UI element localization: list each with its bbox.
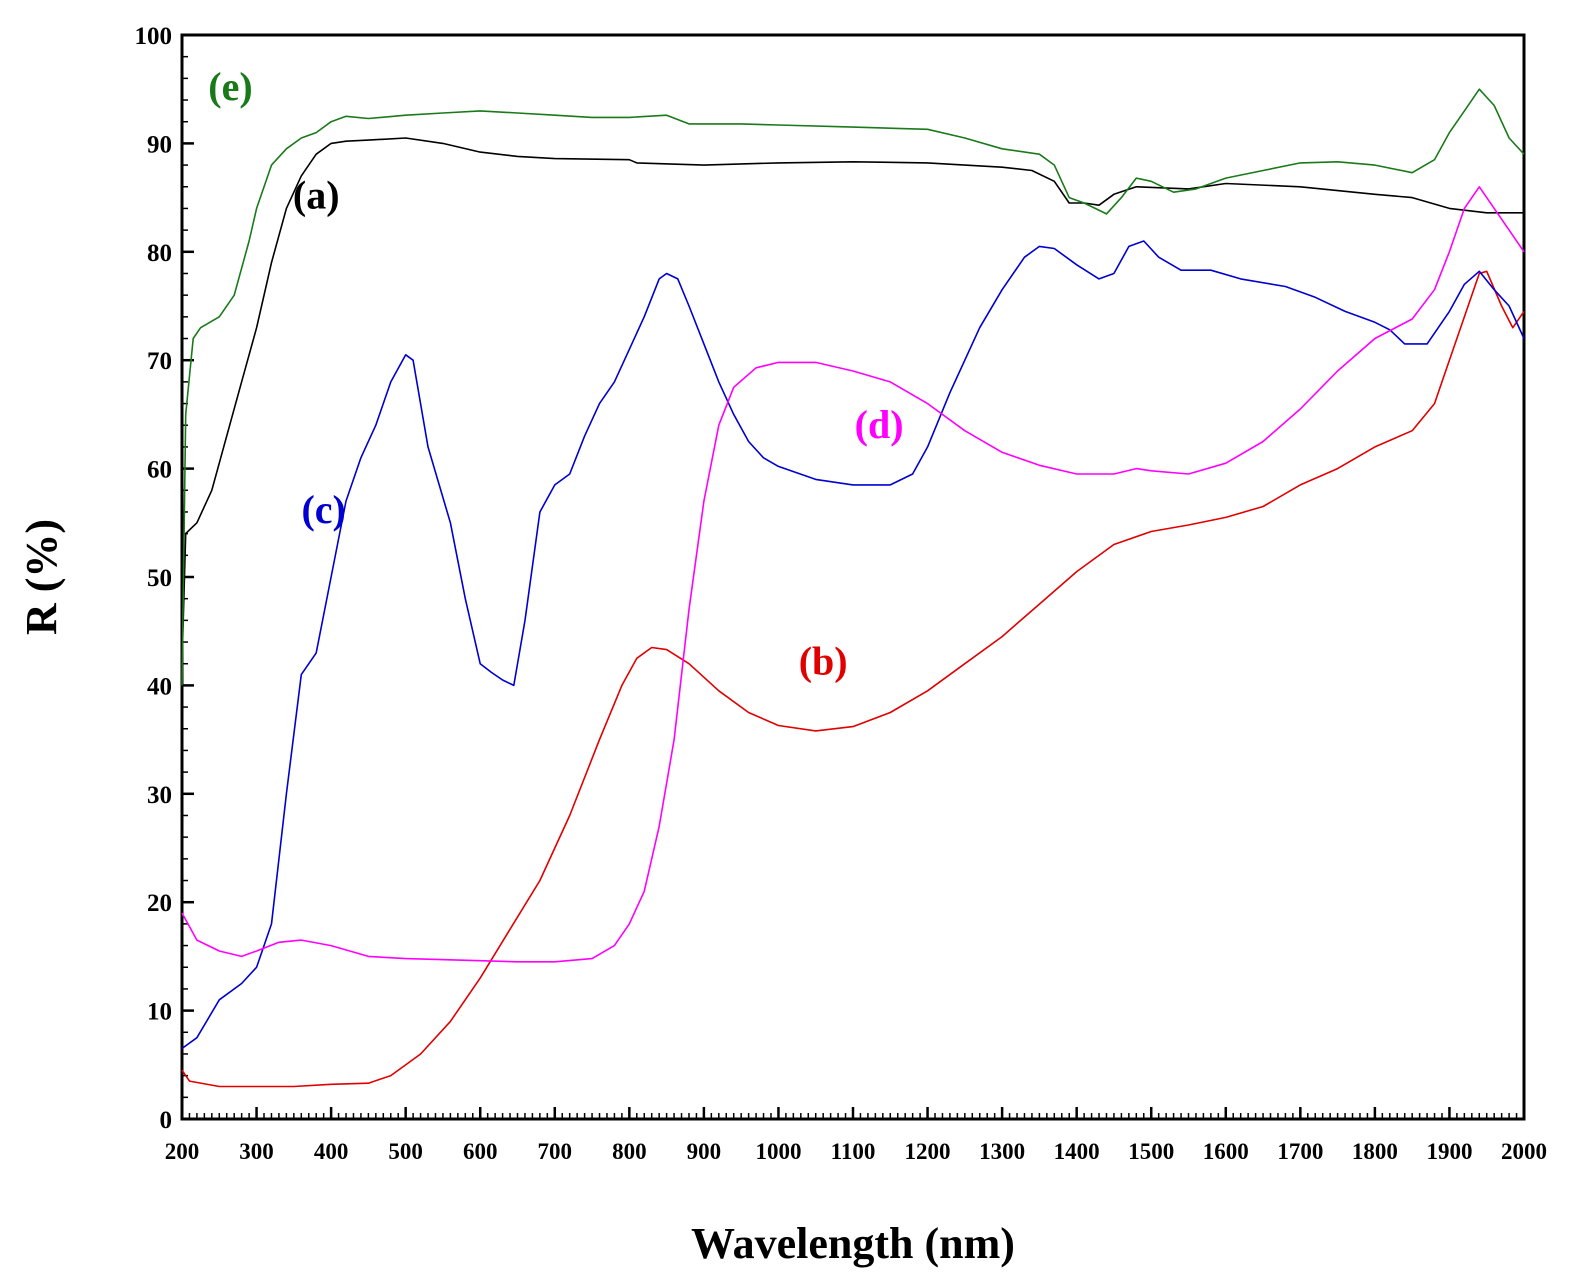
x-tick-label: 1400 <box>1054 1139 1100 1164</box>
y-tick-label: 40 <box>147 673 172 700</box>
y-tick-label: 100 <box>135 23 173 50</box>
series-line-b <box>181 270 1525 1088</box>
series-label-d: (d) <box>855 402 904 447</box>
series-label-e: (e) <box>208 64 252 109</box>
series-label-a: (a) <box>293 172 340 217</box>
x-tick-label: 500 <box>388 1139 423 1164</box>
x-tick-label: 600 <box>463 1139 498 1164</box>
x-tick-label: 700 <box>538 1139 573 1164</box>
x-tick-label: 400 <box>314 1139 349 1164</box>
x-tick-label: 1700 <box>1277 1139 1323 1164</box>
y-tick-label: 50 <box>147 565 172 592</box>
series-line-a <box>181 137 1524 664</box>
x-tick-label: 1000 <box>755 1139 801 1164</box>
x-tick-label: 1300 <box>979 1139 1025 1164</box>
y-tick-label: 10 <box>147 999 172 1026</box>
y-axis-ticks: 0 10 20 30 40 50 60 70 80 90 100 <box>135 23 194 1134</box>
x-tick-label: 1500 <box>1128 1139 1174 1164</box>
y-tick-label: 80 <box>147 240 172 267</box>
x-axis-ticks: 200 300 400 500 600 700 800 900 1000 1100 1200 1300… <box>165 1107 1547 1164</box>
x-tick-label: 1100 <box>831 1139 876 1164</box>
series-lines <box>181 88 1525 1088</box>
y-tick-label: 70 <box>147 348 172 375</box>
x-tick-label: 1800 <box>1352 1139 1398 1164</box>
y-tick-label: 90 <box>147 131 172 158</box>
x-tick-label: 300 <box>239 1139 274 1164</box>
series-label-c: (c) <box>301 487 345 532</box>
y-tick-label: 20 <box>147 890 172 917</box>
series-labels: (a) (b) (c) (d) (e) <box>208 64 903 684</box>
x-tick-label: 1900 <box>1426 1139 1472 1164</box>
series-label-b: (b) <box>799 639 848 684</box>
x-tick-label: 1600 <box>1203 1139 1249 1164</box>
x-tick-label: 1200 <box>905 1139 951 1164</box>
x-axis-title: Wavelength (nm) <box>691 1219 1015 1268</box>
y-tick-label: 60 <box>147 457 172 484</box>
x-tick-label: 800 <box>612 1139 647 1164</box>
x-tick-label: 2000 <box>1501 1139 1547 1164</box>
y-axis-title: R (%) <box>17 519 66 635</box>
series-line-c <box>181 240 1525 1050</box>
x-tick-label: 900 <box>687 1139 722 1164</box>
series-line-d <box>181 186 1525 963</box>
plot-area-frame <box>180 33 1526 1121</box>
y-tick-label: 30 <box>147 782 172 809</box>
y-tick-label: 0 <box>160 1107 173 1134</box>
x-tick-label: 200 <box>165 1139 200 1164</box>
series-line-e <box>181 88 1525 686</box>
